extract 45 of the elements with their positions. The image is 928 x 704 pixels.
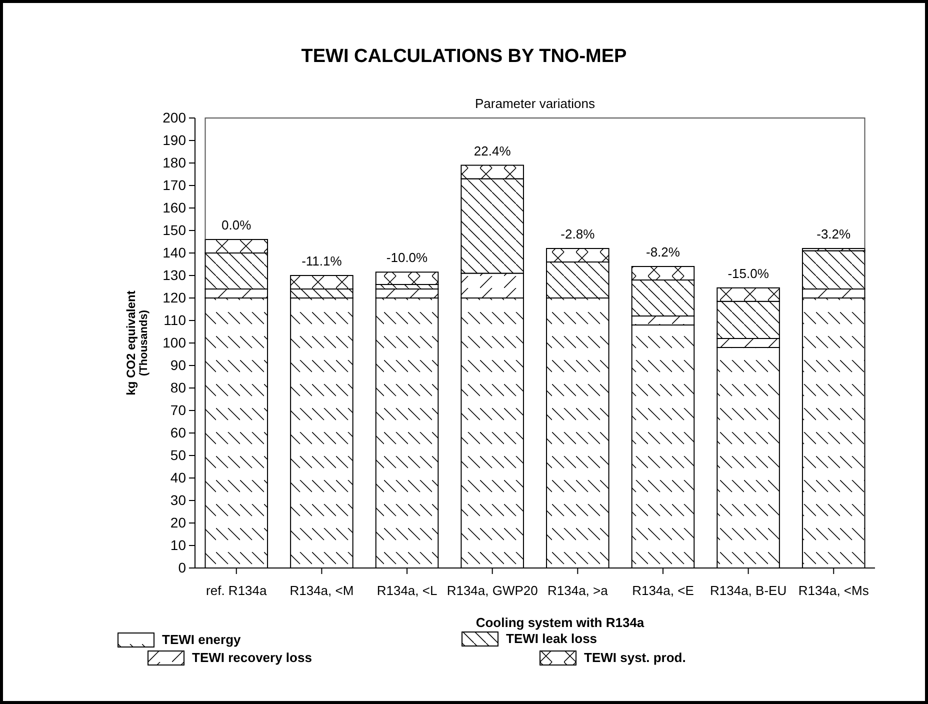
annotation: -8.2% xyxy=(646,244,680,260)
x-tick-label: R134a, <M xyxy=(290,583,354,598)
text: Parameter variations xyxy=(475,96,596,111)
y-tick-label: 110 xyxy=(164,312,186,328)
annotation: 0.0% xyxy=(222,218,252,232)
legend-label: TEWI syst. prod. xyxy=(584,650,686,665)
y-tick-label: 60 xyxy=(170,424,186,440)
annotation: 22.4% xyxy=(474,143,512,158)
y-tick-label: 170 xyxy=(162,176,186,193)
x-tick-label: R134a, >a xyxy=(547,583,609,598)
y-tick-label: 180 xyxy=(162,154,186,170)
y-tick-label: 90 xyxy=(170,356,186,373)
legend-label: TEWI recovery loss xyxy=(192,650,312,665)
chart-title: TEWI CALCULATIONS BY TNO-MEP xyxy=(301,46,628,67)
y-tick-label: 30 xyxy=(170,492,186,508)
y-tick-label: 20 xyxy=(170,514,186,530)
annotation: -15.0% xyxy=(728,266,770,281)
x-tick-label: R134a, B-EU xyxy=(710,583,787,598)
x-tick-label: R134a, <E xyxy=(632,583,694,598)
y-axis-title: kg CO2 equivalent (Thousands) xyxy=(124,290,150,396)
annotation: -10.0% xyxy=(386,250,428,266)
y-tick-label: 40 xyxy=(170,469,186,486)
legend-label: TEWI leak loss xyxy=(506,631,598,646)
y-tick-label: 140 xyxy=(162,244,186,260)
y-tick-label: 70 xyxy=(170,402,186,418)
annotation: -3.2% xyxy=(816,226,852,242)
y-tick-label: 130 xyxy=(162,266,186,283)
x-tick-label: R134a, <L xyxy=(376,583,438,598)
x-tick-label: ref. R134a xyxy=(206,583,268,598)
y-tick-label: 160 xyxy=(162,199,186,216)
annotation: -2.8% xyxy=(560,226,596,242)
annotation: -11.1% xyxy=(302,254,342,268)
y-tick-label: 10 xyxy=(170,536,186,553)
x-tick-label: R134a, <Ms xyxy=(798,583,870,598)
y-tick-label: 150 xyxy=(162,222,186,238)
y-tick-label: 190 xyxy=(162,132,186,148)
y-tick-label: 50 xyxy=(170,446,186,463)
x-tick-label: R134a, GWP20 xyxy=(446,583,538,598)
legend-label: TEWI energy xyxy=(162,632,242,647)
x-axis-title: Cooling system with R134a xyxy=(476,615,645,630)
y-tick-label: 120 xyxy=(162,289,186,306)
y-tick-label: 100 xyxy=(162,334,186,350)
y-tick-label: 80 xyxy=(170,379,186,396)
y-tick-label: 0 xyxy=(178,559,186,576)
y-tick-label: 200 xyxy=(162,109,186,126)
